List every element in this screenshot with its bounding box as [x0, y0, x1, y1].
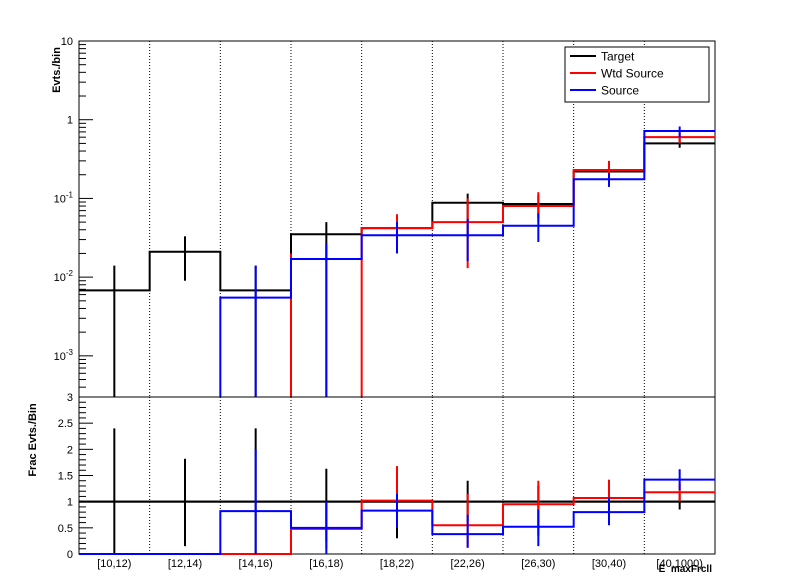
step-line-source: [79, 478, 715, 555]
x-tick-label: [16,18): [309, 558, 343, 570]
y-tick-label: 0: [67, 549, 73, 561]
bottom-pad: 0 0.5 1 1.5 2 2.5 3 [10,12) [12,14) [14,16) [16,1…: [27, 392, 716, 575]
legend-label-target: Target: [601, 50, 635, 64]
y-tick-label: 1: [67, 115, 73, 127]
bottom-series: [79, 428, 715, 555]
legend-label-source: Source: [601, 84, 639, 98]
y-tick-label-exponent: -2: [66, 269, 74, 278]
x-tick-label: [26,30): [521, 558, 555, 570]
y-tick-label-base: 1: [67, 115, 73, 127]
y-tick-label: 2: [67, 444, 73, 456]
bottom-grid: [149, 397, 645, 554]
step-line-wtd-source: [360, 136, 715, 397]
y-tick-label: 2.5: [58, 418, 73, 430]
bottom-y-axis-label: Frac Evts./Bin: [27, 403, 39, 477]
y-tick-label: 1: [67, 497, 73, 509]
y-tick-label: 10-2: [54, 269, 74, 284]
legend-label-wtd-source: Wtd Source: [601, 67, 664, 81]
x-tick-label: [18,22): [380, 558, 414, 570]
y-tick-label-base: 10: [54, 272, 66, 284]
x-tick-label: [10,12): [97, 558, 131, 570]
series-source: [79, 449, 715, 555]
y-tick-label-exponent: -3: [66, 348, 74, 357]
x-tick-label: [14,16): [239, 558, 273, 570]
y-tick-label-base: 10: [54, 193, 66, 205]
y-tick-label: 0.5: [58, 523, 73, 535]
y-tick-label-base: 10: [61, 36, 73, 48]
top-y-axis-label: Evts./bin: [51, 47, 63, 93]
x-tick-label: [30,40): [592, 558, 626, 570]
x-tick-label: [22,26): [451, 558, 485, 570]
x-axis: [10,12) [12,14) [14,16) [16,18) [18,22) [22,2…: [97, 558, 713, 575]
y-tick-label: 3: [67, 392, 73, 404]
bottom-y-axis: 0 0.5 1 1.5 2 2.5 3: [58, 392, 715, 561]
series-wtd-source: [290, 132, 715, 397]
series-target: [79, 138, 715, 397]
x-axis-label: E_maxFrcll: [659, 564, 713, 572]
y-tick-label: 1.5: [58, 471, 73, 483]
x-tick-label: [40,1000): [656, 558, 702, 570]
y-tick-label-exponent: -1: [66, 190, 74, 199]
y-tick-label: 10-3: [54, 348, 74, 363]
x-tick-label: [12,14): [168, 558, 202, 570]
y-tick-label: 10: [61, 36, 73, 48]
legend: Target Wtd Source Source: [564, 46, 710, 103]
y-tick-label: 10-1: [54, 190, 74, 205]
y-tick-label-base: 10: [54, 351, 66, 363]
series-source: [219, 126, 715, 397]
top-series: [79, 126, 715, 397]
